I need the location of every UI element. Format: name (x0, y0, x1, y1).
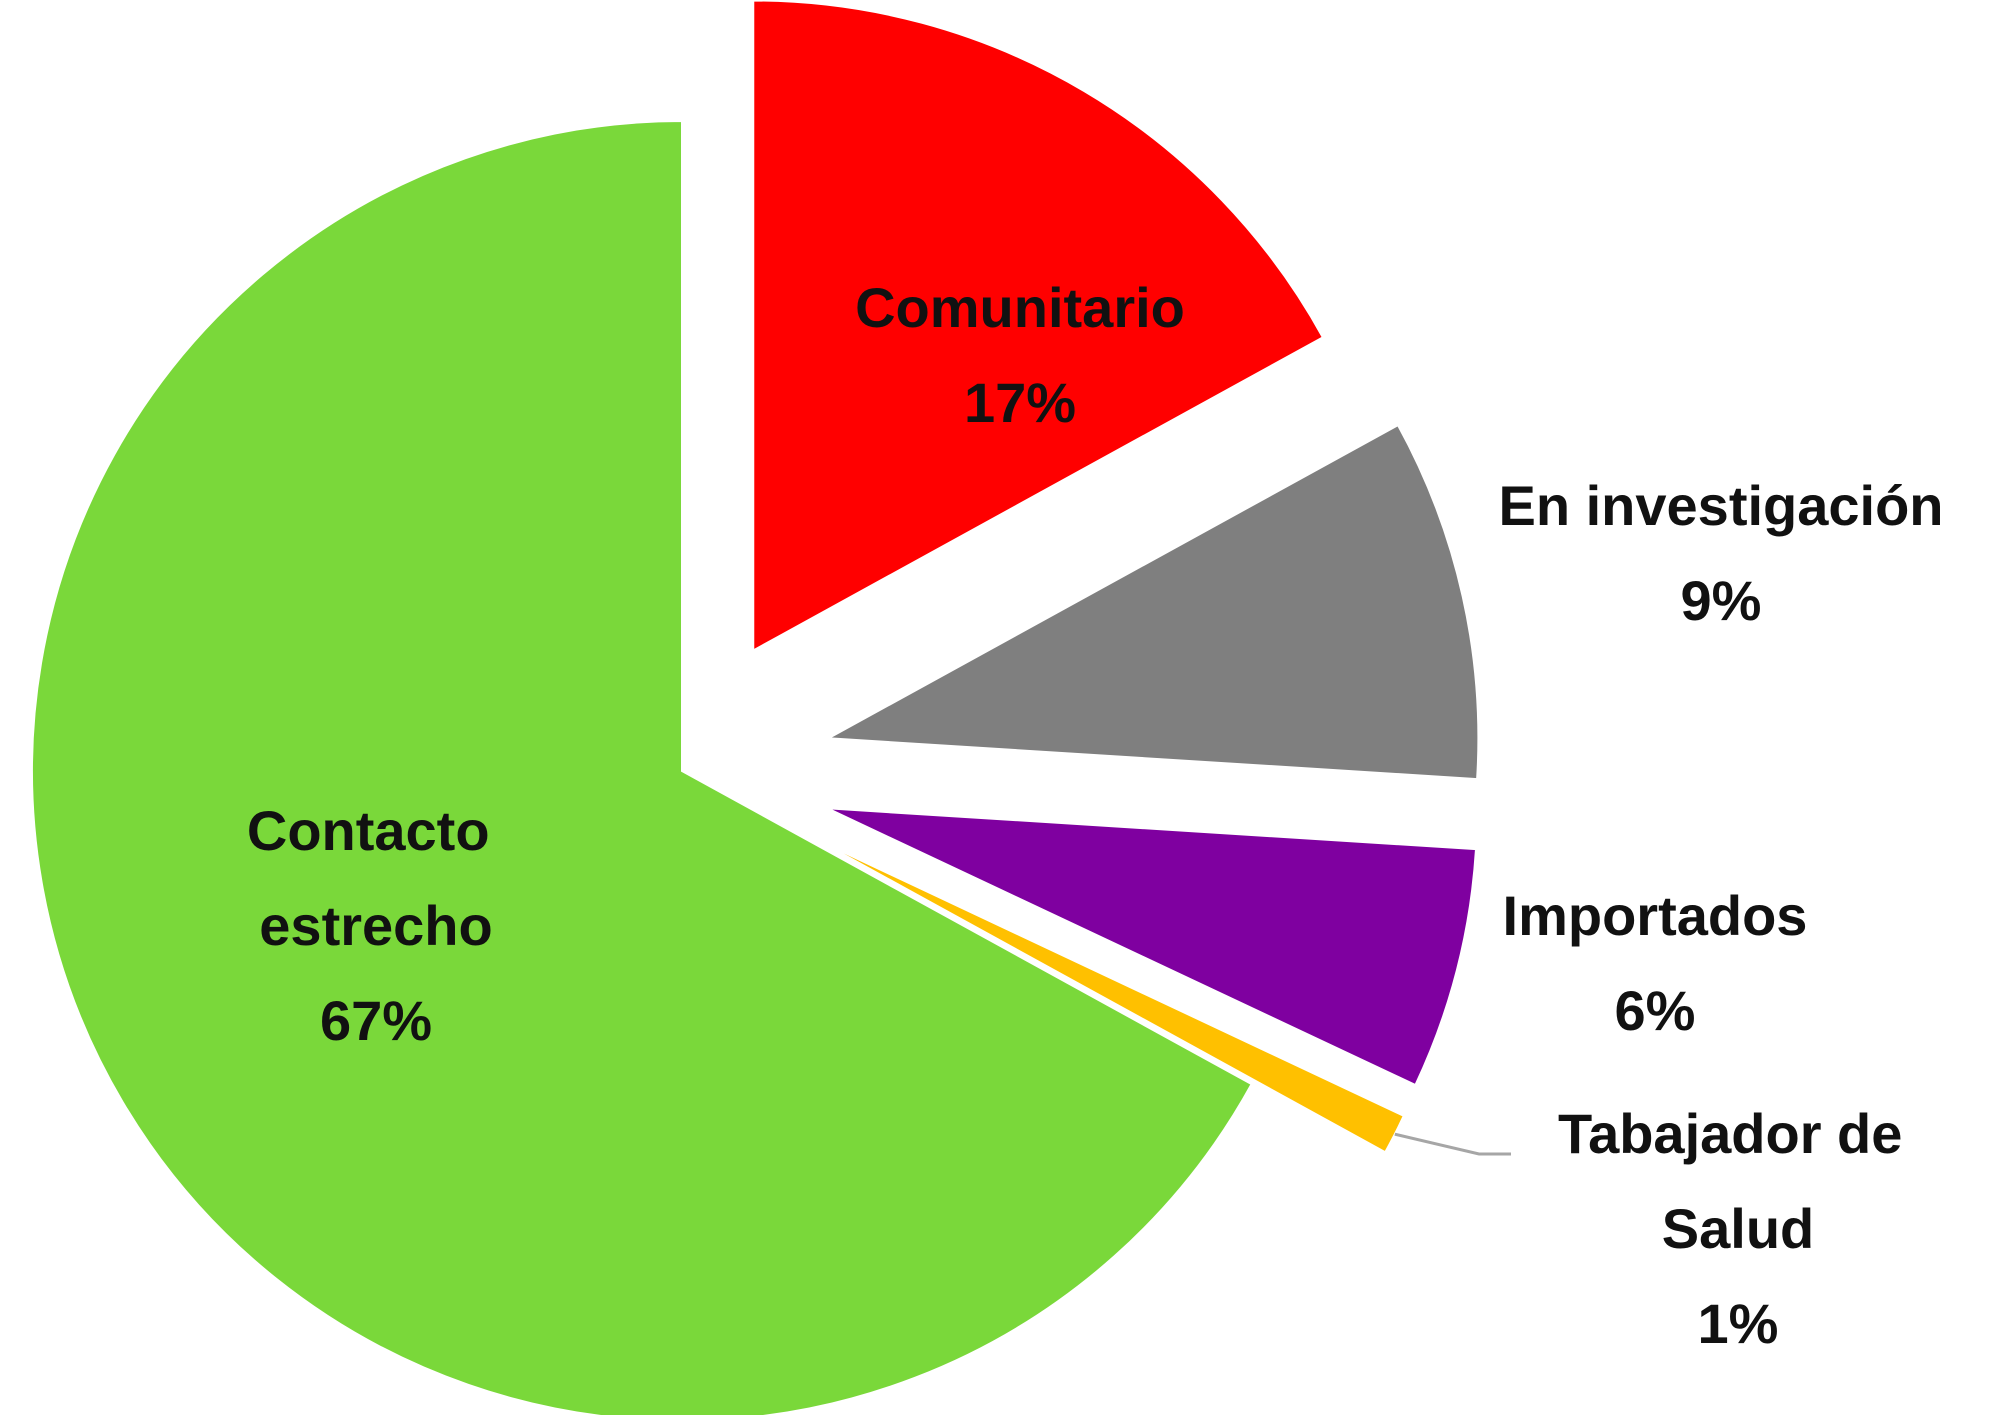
slice-value-label: 67% (320, 989, 432, 1052)
slice-label: Importados (1503, 884, 1808, 947)
slice-label: En investigación (1499, 474, 1944, 537)
slice-value-label: 9% (1681, 569, 1762, 632)
slice-label: Comunitario (855, 276, 1185, 339)
slice-value-label: 1% (1698, 1292, 1779, 1355)
slice-value-label: 17% (964, 371, 1076, 434)
slice-label: Contacto estrecho (247, 799, 505, 957)
leader-line (1394, 1132, 1511, 1156)
slice-value-label: 6% (1615, 979, 1696, 1042)
pie-slice (31, 119, 1253, 1415)
pie-slice (826, 807, 1478, 1087)
pie-slice (824, 423, 1480, 781)
pie-slice (752, 0, 1325, 653)
slice-label: Tabajador de Salud (1558, 1102, 1918, 1260)
